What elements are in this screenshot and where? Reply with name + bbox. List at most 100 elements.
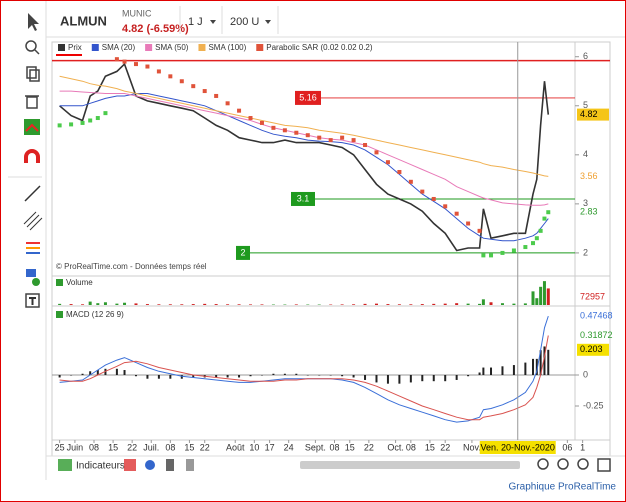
volume-bar [455,303,459,305]
histogram-bar [482,367,485,375]
sar-dot [317,135,322,140]
volume-bar [374,303,378,305]
volume-bar [260,304,264,305]
panel-title: MACD (12 26 9) [66,310,124,319]
x-tick-label: 06 [562,442,572,452]
legend-swatch [58,44,65,51]
histogram-bar [306,374,309,376]
price-change: 4.82 (-6.59%) [122,23,189,35]
x-tick-label: Juil. [143,442,159,452]
volume-bar [489,302,493,305]
x-tick-label: 22 [364,442,374,452]
histogram-bar [490,367,493,375]
value-tag: 4.82 [580,109,598,119]
volume-bar [294,304,298,305]
indicators-button[interactable]: Indicateurs [58,459,125,472]
sar-dot [122,59,127,64]
sar-dot [69,122,74,127]
level-label: 3.1 [297,193,310,203]
histogram-bar [364,374,367,380]
magnet-tool[interactable] [24,149,40,163]
x-tick-label: 15 [345,442,355,452]
volume-bar [249,304,253,305]
volume-bar [96,303,100,305]
channel-tool[interactable] [23,211,43,231]
histogram-bar [115,368,118,375]
volume-bar [539,286,543,305]
x-tick-label: Sept. [305,442,326,452]
volume-bar [69,304,73,305]
y-tick-label: -0.25 [583,400,604,410]
sar-dot [477,228,482,233]
histogram-bar [215,374,218,378]
histogram-bar [375,374,378,383]
histogram-bar [524,362,527,375]
histogram-bar [238,374,241,378]
x-tick-label: 22 [440,442,450,452]
x-tick-label: Juin [67,442,84,452]
scrollbar[interactable] [300,461,520,469]
text-tool[interactable] [25,293,40,308]
value-tag: 3.56 [580,171,598,181]
x-tick-label: 24 [284,442,294,452]
histogram-bar [295,373,298,375]
histogram-bar [272,373,275,375]
level-label: 2 [240,247,245,257]
legend-label: SMA (20) [102,43,136,52]
y-tick-label: 4 [583,149,588,159]
x-tick-label: 1 [580,442,585,452]
fibo-tool[interactable] [26,242,40,254]
sar-dot [156,69,161,74]
zoom-tool[interactable] [25,40,40,55]
trend-tool[interactable] [24,119,40,135]
sar-dot [363,143,368,148]
cursor-tool[interactable] [28,13,39,31]
panel-icon [56,311,63,318]
x-tick-label: Oct. [387,442,404,452]
zoom-controls[interactable] [537,458,611,472]
volume-bar [481,299,485,305]
histogram-bar [539,350,542,375]
y-tick-label: 2 [583,247,588,257]
x-tick-label: 15 [184,442,194,452]
volume-bar [443,303,447,305]
sar-dot [259,120,264,125]
histogram-bar [478,372,481,375]
line-tool[interactable] [24,185,41,202]
sar-dot [454,211,459,216]
sar-dot [294,130,299,135]
share-button[interactable] [145,460,155,470]
sar-dot [374,150,379,155]
delete-tool[interactable] [25,95,39,109]
sar-dot [57,123,62,128]
sar-dot [225,101,230,106]
copy-tool[interactable] [26,66,40,82]
sar-dot [523,245,528,250]
indicators-label[interactable]: Indicateurs [76,461,125,472]
sar-dot [420,189,425,194]
value-tag-box [577,108,609,121]
value-tag-box [577,343,609,356]
x-tick-label: 22 [127,442,137,452]
sar-dot [340,135,345,140]
volume-bar [420,304,424,305]
sound-button[interactable] [186,459,194,471]
watermark: © ProRealTime.com - Données temps réel [56,262,207,271]
sar-dot [248,116,253,121]
volume-bar [363,303,367,305]
volume-bar [352,304,356,305]
period-select[interactable]: 1 J [188,16,203,28]
units-select[interactable]: 200 U [230,16,259,28]
volume-bar [103,302,107,305]
sar-dot [546,210,551,215]
alert-button[interactable] [166,459,174,471]
add-button[interactable] [124,459,136,471]
sar-dot [114,57,119,62]
volume-bar [397,304,401,305]
shapes-tool[interactable] [26,269,40,286]
sar-dot [531,241,536,246]
legend-label: Parabolic SAR (0.02 0.02 0.2) [266,43,373,52]
volume-bar [500,303,504,305]
y-tick-label: 3 [583,198,588,208]
